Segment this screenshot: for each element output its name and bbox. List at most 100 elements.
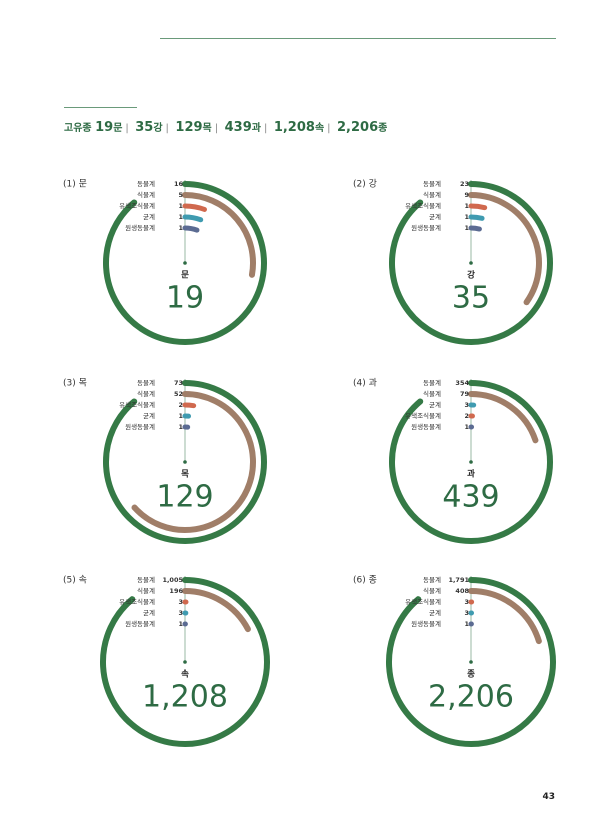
data-label: 5 (178, 191, 183, 199)
radial-bar (468, 391, 539, 444)
legend-name: 원생동물계 (125, 223, 155, 232)
axis-dot (469, 261, 473, 265)
radial-bar (100, 577, 270, 747)
summary-unit: 과 (251, 123, 261, 134)
data-label: 23 (460, 180, 469, 188)
radial-bar (386, 577, 556, 747)
axis-dot (183, 460, 187, 464)
center-label: 과 (467, 469, 475, 480)
data-label: 1 (178, 412, 183, 420)
radial-bar (103, 181, 267, 345)
data-label: 2 (178, 401, 183, 409)
legend-name: 동물계 (423, 378, 441, 387)
summary-value: 19 (95, 120, 114, 135)
legend-name: 식물계 (137, 586, 155, 595)
summary-unit: 종 (378, 123, 388, 134)
data-label: 408 (455, 587, 469, 595)
axis-dot (183, 660, 187, 664)
data-label: 1 (464, 620, 469, 628)
summary-value: 35 (135, 120, 154, 135)
data-label: 1 (464, 224, 469, 232)
summary-unit: 목 (202, 123, 212, 134)
legend-name: 원생동물계 (125, 422, 155, 431)
legend-name: 유색조식물계 (119, 400, 155, 409)
total-number: 2,206 (428, 680, 514, 715)
top-divider (160, 38, 556, 39)
summary-value: 129 (175, 120, 203, 135)
radial-bar (389, 380, 553, 544)
data-label: 52 (174, 390, 183, 398)
radial-bar (468, 214, 485, 221)
radial-bar (389, 181, 553, 345)
data-label: 1 (178, 202, 183, 210)
legend-name: 동물계 (137, 179, 155, 188)
summary-separator: | (214, 123, 219, 134)
radial-bar (468, 225, 482, 232)
legend-name: 원생동물계 (411, 422, 441, 431)
total-number: 1,208 (142, 680, 228, 715)
summary-separator: | (125, 123, 129, 134)
summary-separator: | (327, 123, 331, 134)
legend-name: 유색조식물계 (119, 597, 155, 606)
data-label: 354 (455, 379, 469, 387)
data-label: 1 (178, 224, 183, 232)
radial-bar (182, 203, 207, 212)
legend-name: 동물계 (137, 575, 155, 584)
radial-bar (468, 588, 542, 645)
summary-unit: 강 (153, 123, 163, 134)
legend-name: 식물계 (423, 586, 441, 595)
legend-name: 유색조식물계 (119, 201, 155, 210)
data-label: 79 (460, 390, 470, 398)
data-label: 3 (464, 401, 469, 409)
data-label: 1 (464, 213, 469, 221)
data-label: 1,005 (162, 576, 183, 584)
legend-name: 동물계 (137, 378, 155, 387)
chart-title: (3) 목 (63, 378, 87, 389)
summary-line: 고유종 19문 | 35강 | 129목 | 439과 | 1,208속 | 2,206종 (64, 119, 387, 135)
data-label: 16 (174, 180, 184, 188)
summary-separator: | (263, 123, 268, 134)
legend-name: 식물계 (137, 389, 155, 398)
data-label: 3 (464, 609, 469, 617)
data-label: 1 (178, 213, 183, 221)
chart-title: (5) 속 (63, 575, 87, 586)
total-number: 19 (166, 281, 204, 316)
radial-bar (468, 203, 488, 211)
data-label: 3 (178, 609, 183, 617)
chart-title: (4) 과 (353, 378, 377, 389)
summary-separator: | (165, 123, 169, 134)
legend-name: 동물계 (423, 179, 441, 188)
radial-bar (131, 391, 256, 533)
page-number: 43 (542, 792, 555, 802)
radial-bar (182, 225, 200, 233)
legend-name: 균계 (429, 608, 441, 617)
data-label: 1 (178, 620, 183, 628)
center-label: 속 (181, 669, 189, 680)
axis-dot (469, 660, 473, 664)
legend-name: 원생동물계 (411, 223, 441, 232)
data-label: 1 (464, 423, 469, 431)
legend-name: 균계 (429, 212, 441, 221)
legend-name: 유색조식물계 (405, 597, 441, 606)
radial-bar (468, 192, 542, 306)
data-label: 1 (178, 423, 183, 431)
radial-bar (103, 380, 267, 544)
legend-name: 유색조식물계 (405, 411, 441, 420)
total-number: 35 (452, 281, 490, 316)
legend-name: 식물계 (423, 389, 441, 398)
summary-unit: 문 (113, 123, 123, 134)
data-label: 73 (174, 379, 183, 387)
legend-name: 원생동물계 (411, 619, 441, 628)
legend-name: 식물계 (423, 190, 441, 199)
summary-unit: 속 (314, 123, 325, 134)
total-number: 439 (442, 480, 499, 515)
center-label: 종 (467, 670, 475, 680)
summary-value: 2,206 (337, 120, 379, 135)
axis-dot (469, 460, 473, 464)
center-label: 목 (181, 470, 189, 480)
total-number: 129 (156, 480, 213, 515)
summary-value: 439 (224, 120, 252, 135)
chart-title: (1) 문 (63, 179, 87, 190)
axis-dot (183, 261, 187, 265)
